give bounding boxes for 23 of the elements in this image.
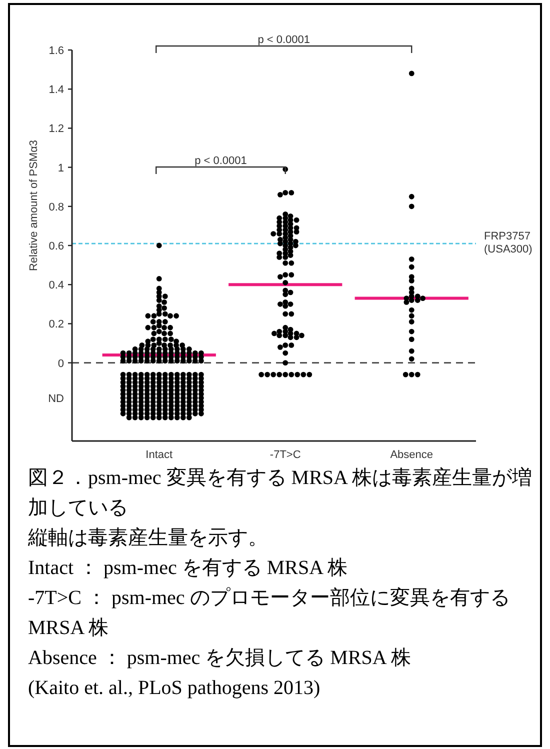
y-tick-label: 0.2 [48, 318, 64, 331]
y-tick-label: 0 [58, 358, 64, 370]
x-tick-label: -7T>C [270, 449, 301, 461]
text: Intact ： psm-mec を有する MRSA 株 [28, 556, 348, 581]
text: 縦軸は毒素産生量を示す。 [28, 526, 269, 551]
y-axis-title: Relative amount of PSMα3 [28, 140, 40, 272]
text: p < 0.0001 [258, 34, 310, 46]
y-tick-label: 0.8 [48, 201, 64, 214]
y-tick-label: 1.4 [48, 84, 64, 96]
x-tick-label: Absence [390, 449, 434, 461]
text: (Kaito et. al., PLoS pathogens 2013) [28, 676, 322, 701]
y-tick-label: 1 [58, 162, 64, 174]
y-tick-label: ND [48, 392, 64, 405]
x-tick-label: Intact [146, 449, 173, 461]
y-tick-label: 1.6 [48, 45, 64, 57]
y-tick-label: 0.6 [48, 240, 64, 252]
text: -7T>C ： psm-mec のプロモーター部位に変異を有する MRSA 株 [28, 586, 511, 641]
annotation: p < 0.0001 [194, 155, 247, 167]
y-tick-label: 0.4 [48, 280, 64, 292]
y-tick-label: 1.2 [48, 123, 64, 136]
text: Absence ： psm-mec を欠損してる MRSA 株 [28, 646, 412, 671]
caption: 図２．psm-mec 変異を有する MRSA 株は毒素産生量が増加している [28, 466, 533, 521]
ref-line-label: FRP3757 (USA300) [484, 230, 532, 256]
